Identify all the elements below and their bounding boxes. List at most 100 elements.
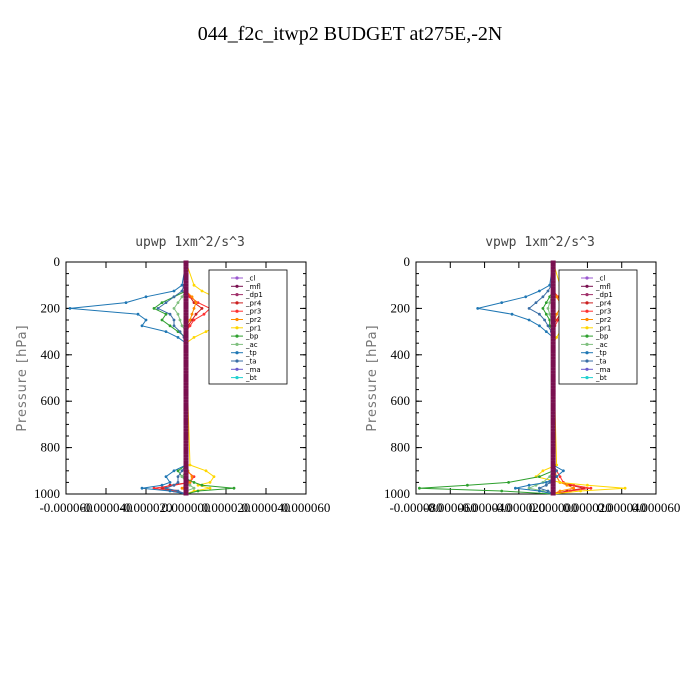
data-point (546, 324, 550, 328)
data-point (172, 295, 176, 299)
profile-marker (550, 443, 556, 447)
profile-marker (550, 425, 556, 429)
data-point (546, 289, 550, 293)
profile-marker (550, 431, 556, 435)
legend-label: _bt (595, 374, 607, 382)
profile-marker (183, 373, 189, 377)
profile-marker (183, 385, 189, 389)
y-tick-label: 200 (391, 300, 411, 315)
series-line (69, 261, 187, 495)
data-point (200, 289, 204, 293)
profile-marker (183, 301, 189, 305)
data-point (188, 318, 192, 322)
plot-area: 0 200 400 600 800 1000-0.000060-0.000040-0.00… (34, 254, 330, 515)
data-point (538, 489, 541, 493)
data-point (160, 318, 164, 322)
x-tick-label: -0.000040 (458, 500, 511, 515)
x-tick-label: 0.000040 (597, 500, 646, 515)
legend-item-mfl: _mfl (581, 283, 611, 291)
legend-marker (235, 276, 239, 280)
legend-marker (235, 359, 239, 363)
profile-marker (183, 272, 189, 276)
legend-item-mfl: _mfl (231, 283, 261, 291)
legend-label: _pr2 (595, 316, 611, 324)
data-point (579, 489, 582, 493)
data-point (192, 486, 196, 490)
x-tick-label: 0.000000 (529, 500, 578, 515)
profile-marker (183, 344, 189, 348)
legend-label: _bp (245, 333, 259, 341)
data-point (572, 486, 576, 490)
legend-label: _bt (245, 374, 257, 382)
profile-marker (183, 449, 189, 452)
data-point (500, 489, 504, 493)
legend-label: _cl (595, 275, 605, 283)
data-point (586, 483, 589, 487)
profile-marker (550, 472, 556, 476)
data-point (180, 475, 184, 478)
data-point (168, 312, 172, 316)
data-point (192, 475, 196, 478)
profile-marker (550, 266, 556, 270)
profile-marker (183, 486, 189, 490)
profile-marker (550, 478, 556, 481)
profile-marker (550, 428, 556, 432)
legend-marker (235, 317, 239, 322)
data-point (168, 324, 172, 328)
data-point (178, 318, 182, 322)
profile-marker (550, 306, 556, 310)
profile-marker (183, 260, 189, 264)
profile-marker (183, 333, 189, 336)
data-point (538, 486, 541, 490)
legend-marker (585, 359, 589, 363)
profile-marker (183, 463, 189, 467)
data-point (136, 312, 140, 316)
legend-marker (235, 309, 239, 313)
legend-item-bp: _bp (231, 333, 259, 341)
data-point (156, 307, 160, 310)
legend-item-pr2: _pr2 (231, 316, 261, 324)
data-point (507, 481, 510, 484)
data-point (196, 301, 200, 304)
data-point (418, 486, 421, 490)
data-point (527, 318, 531, 322)
profile-marker (183, 466, 189, 470)
legend-item-ma: _ma (231, 366, 261, 374)
profile-marker (550, 304, 556, 307)
legend-label: _pr1 (595, 324, 611, 332)
data-point (180, 289, 184, 293)
profile-marker (550, 437, 556, 441)
x-tick-label: -0.000040 (79, 500, 132, 515)
data-point (194, 301, 198, 304)
data-point (546, 307, 550, 310)
legend-label: _pr3 (245, 308, 261, 316)
legend-item-ta: _ta (581, 358, 607, 366)
profile-marker (550, 391, 556, 394)
profile-marker (550, 483, 556, 487)
profile-marker (183, 388, 189, 392)
profile-marker (550, 286, 556, 290)
profile-marker (183, 437, 189, 441)
y-tick-label: 400 (391, 347, 411, 362)
profile-marker (183, 266, 189, 270)
profile-marker (183, 318, 189, 322)
data-point (194, 312, 198, 316)
profile-marker (550, 309, 556, 313)
profile-marker (183, 454, 189, 458)
data-point (160, 483, 164, 487)
data-point (208, 481, 212, 484)
profile-marker (183, 393, 189, 397)
profile-marker (183, 451, 189, 455)
x-tick-label: 0.000000 (162, 500, 211, 515)
profile-marker (550, 364, 556, 368)
profile-marker (550, 263, 556, 267)
data-point (527, 307, 531, 310)
data-point (176, 312, 180, 316)
legend-marker (235, 293, 239, 297)
profile-marker (550, 469, 556, 473)
profile-marker (550, 318, 556, 322)
legend-item-pr3: _pr3 (581, 308, 611, 316)
data-point (176, 301, 180, 304)
legend-label: _pr4 (595, 299, 612, 307)
profile-marker (550, 344, 556, 348)
